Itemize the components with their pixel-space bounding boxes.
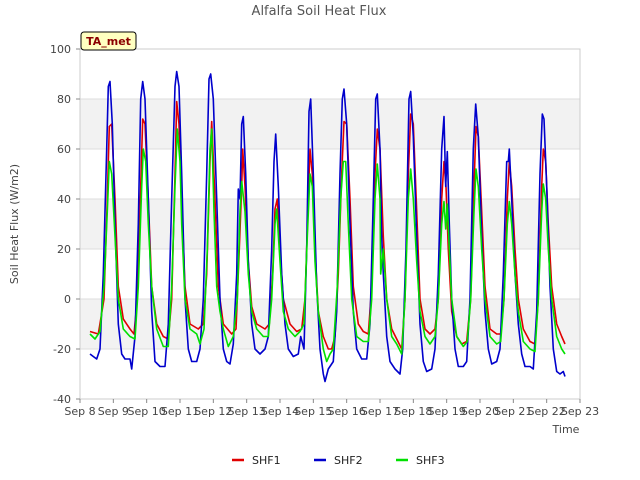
y-tick-label: 40 [57,193,71,206]
x-tick-label: Sep 16 [328,405,366,418]
y-tick-label: -20 [53,343,71,356]
x-tick-label: Sep 8 [64,405,95,418]
x-tick-label: Sep 9 [98,405,129,418]
y-axis-ticks: -40 -20 0 20 40 60 80 100 [50,43,80,406]
x-tick-label: Sep 22 [528,405,566,418]
x-tick-label: Sep 20 [461,405,499,418]
badge-box [80,31,137,51]
legend-label-shf3: SHF3 [416,454,445,467]
chart-title: Alfalfa Soil Heat Flux [252,4,387,19]
x-tick-label: Sep 11 [161,405,199,418]
badge-label: TA_met [86,35,131,48]
y-axis-label: Soil Heat Flux (W/m2) [8,164,21,284]
y-tick-label: -40 [53,393,71,406]
x-tick-label: Sep 12 [194,405,232,418]
background-band [80,99,580,149]
series-line-shf3 [89,128,566,363]
x-tick-label: Sep 10 [128,405,166,418]
background-band [80,199,580,249]
x-axis-label: Time [552,423,580,436]
x-tick-label: Sep 23 [561,405,599,418]
x-tick-label: Sep 18 [394,405,432,418]
series-line-shf2 [89,70,566,383]
legend-label-shf1: SHF1 [252,454,281,467]
x-tick-label: Sep 21 [494,405,532,418]
x-tick-label: Sep 15 [294,405,332,418]
ta-met-badge: TA_met [80,31,137,51]
plot-area-frame [79,48,581,400]
legend: SHF1 SHF2 SHF3 [232,454,445,467]
x-tick-label: Sep 19 [428,405,466,418]
series-lines [89,70,566,383]
legend-label-shf2: SHF2 [334,454,363,467]
x-tick-label: Sep 13 [228,405,266,418]
y-tick-label: 20 [57,243,71,256]
y-tick-label: 100 [50,43,71,56]
background-bands [80,99,580,349]
background-band [80,299,580,349]
y-tick-label: 60 [57,143,71,156]
x-tick-label: Sep 14 [261,405,299,418]
y-tick-label: 0 [64,293,71,306]
y-tick-label: 80 [57,93,71,106]
x-tick-label: Sep 17 [361,405,399,418]
